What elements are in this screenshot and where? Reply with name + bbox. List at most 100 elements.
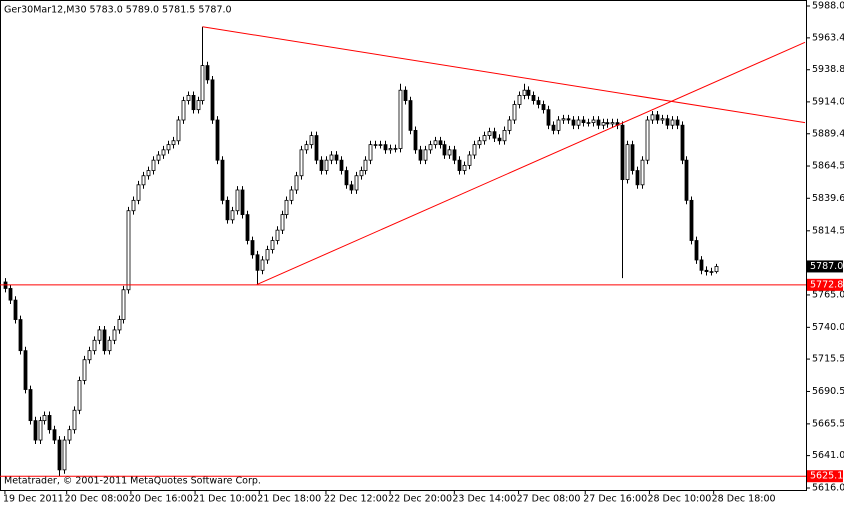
candle-body	[107, 339, 112, 352]
candle-body	[230, 210, 235, 221]
trend-line	[202, 26, 806, 124]
candle-body	[87, 350, 92, 361]
candle-body	[102, 329, 107, 352]
candle-body	[240, 189, 245, 216]
candle-body	[689, 199, 694, 241]
x-tick-label: 22 Dec 12:00	[324, 494, 388, 505]
candle-body	[67, 429, 72, 441]
y-tick-label: 5938.8	[812, 64, 844, 75]
candle-body	[260, 259, 265, 271]
candle-body	[650, 114, 655, 121]
y-tick-label: 5889.4	[812, 128, 844, 139]
x-tick-label: 22 Dec 20:00	[388, 494, 452, 505]
candle-body	[398, 89, 403, 149]
candle-body	[28, 389, 33, 422]
candle-body	[220, 159, 225, 201]
candle-body	[610, 122, 615, 125]
candle-body	[235, 189, 240, 212]
candle-body	[541, 104, 546, 111]
y-tick-label: 5864.5	[812, 161, 844, 172]
candle-body	[324, 159, 329, 171]
candle-body	[77, 380, 82, 411]
last-price-tag	[807, 260, 843, 273]
candle-body	[620, 124, 625, 181]
candle-body	[200, 65, 205, 101]
candle-body	[92, 339, 97, 352]
candle-body	[472, 144, 477, 156]
candle-body	[423, 149, 428, 161]
candle-body	[526, 89, 531, 96]
y-tick-label: 5690.5	[812, 386, 844, 397]
candle-body	[121, 289, 126, 320]
candle-body	[408, 100, 413, 131]
candle-body	[176, 119, 181, 142]
candle-body	[428, 144, 433, 151]
y-tick-label: 5665.5	[812, 418, 844, 429]
candle-body	[576, 119, 581, 126]
candle-body	[684, 159, 689, 201]
y-tick-label: 5715.5	[812, 354, 844, 365]
candle-body	[186, 95, 191, 101]
candle-body	[329, 154, 334, 161]
candle-body	[314, 135, 319, 161]
y-tick-label: 5988.0	[812, 1, 844, 12]
candle-body	[33, 420, 38, 441]
candle-body	[72, 409, 77, 431]
candle-body	[433, 140, 438, 146]
candle-body	[23, 350, 28, 390]
candle-body	[146, 170, 151, 177]
candle-body	[339, 159, 344, 171]
candle-body	[161, 149, 166, 156]
x-tick-label: 21 Dec 18:00	[257, 494, 321, 505]
candle-body	[156, 154, 161, 161]
candle-body	[210, 79, 215, 121]
y-tick-label: 5914.0	[812, 96, 844, 107]
y-tick-label: 5814.5	[812, 225, 844, 236]
candle-body	[82, 359, 87, 381]
candle-body	[38, 420, 43, 441]
candle-body	[8, 288, 13, 301]
x-tick-label: 28 Dec 10:00	[647, 494, 711, 505]
candle-body	[591, 119, 596, 124]
candle-body	[275, 229, 280, 241]
candle-body	[215, 119, 220, 161]
trend-line	[256, 41, 806, 286]
candle-body	[625, 144, 630, 181]
candle-body	[388, 148, 393, 151]
candle-body	[126, 210, 131, 291]
candle-body	[531, 95, 536, 101]
y-tick-label: 5641.0	[812, 450, 844, 461]
candle-body	[635, 170, 640, 186]
price-tag	[807, 470, 843, 483]
candle-body	[709, 271, 714, 273]
footer: Metatrader, © 2001-2011 MetaQuotes Softw…	[4, 476, 261, 487]
candle-body	[250, 240, 255, 256]
candle-body	[245, 214, 250, 241]
candle-body	[596, 119, 601, 126]
candle-body	[571, 119, 576, 126]
candle-body	[477, 140, 482, 146]
candle-body	[452, 149, 457, 161]
candle-body	[309, 135, 314, 146]
candle-body	[462, 164, 467, 171]
candle-body	[640, 159, 645, 186]
last-price-label: 5787.0	[810, 261, 843, 272]
candle-body	[141, 175, 146, 186]
candle-body	[704, 269, 709, 273]
y-tick-label: 5963.4	[812, 32, 844, 43]
candle-body	[117, 319, 122, 331]
candle-body	[507, 119, 512, 131]
candle-body	[546, 109, 551, 126]
candle-body	[581, 119, 586, 124]
candle-body	[363, 159, 368, 171]
x-tick-label: 21 Dec 10:00	[193, 494, 257, 505]
chart-title: Ger30Mar12,M30 5783.0 5789.0 5781.5 5787…	[4, 5, 232, 16]
candle-body	[166, 144, 171, 151]
candle-body	[191, 95, 196, 111]
candle-body	[482, 135, 487, 142]
candle-body	[517, 95, 522, 105]
candle-body	[378, 144, 383, 146]
candle-body	[280, 214, 285, 231]
x-tick-label: 19 Dec 2011	[3, 494, 64, 505]
